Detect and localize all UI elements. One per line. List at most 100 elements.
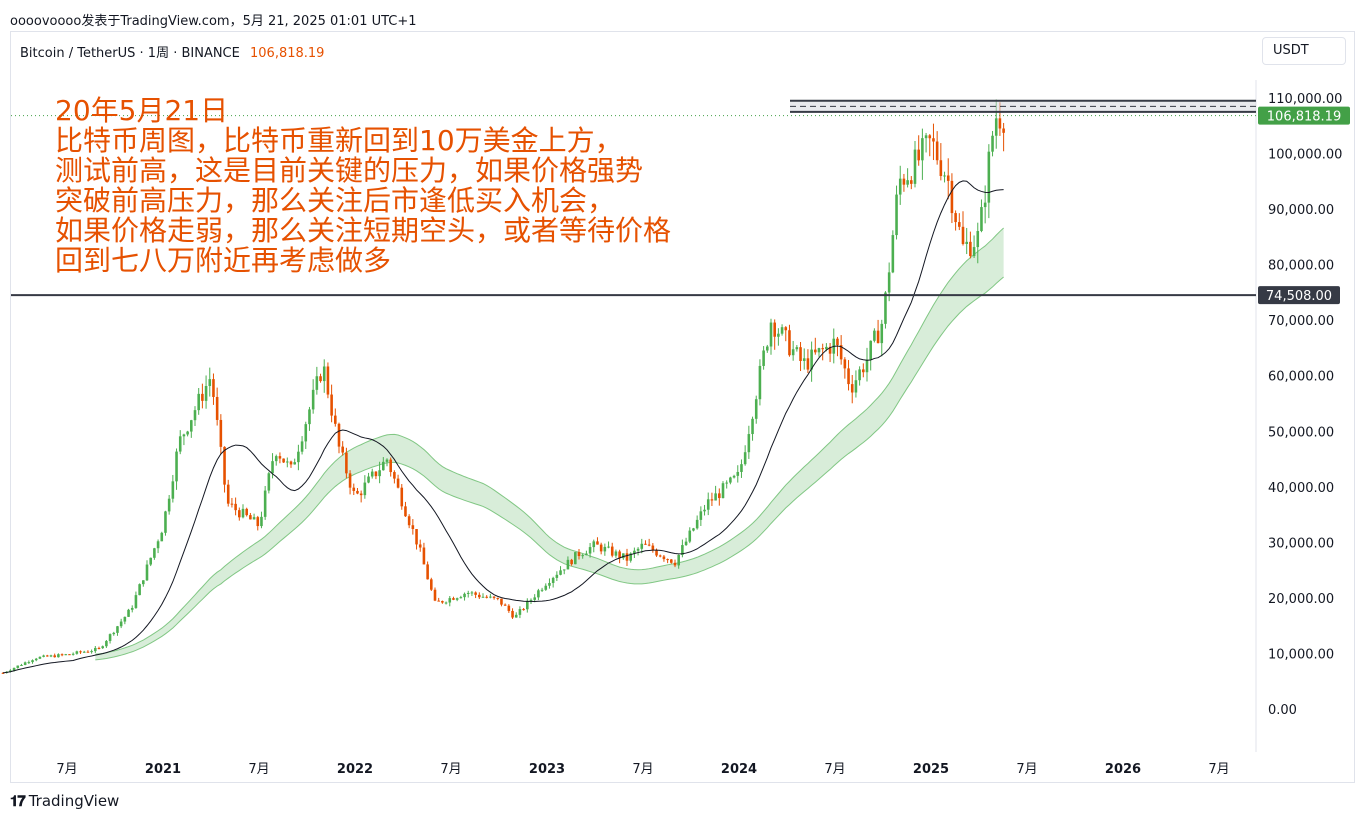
candle-body	[983, 202, 987, 208]
candle-body	[503, 604, 507, 606]
candle-body	[426, 564, 429, 580]
candle-body	[201, 393, 204, 401]
candle-body	[101, 646, 104, 649]
y-tick-label: 10,000.00	[1268, 647, 1334, 662]
candle-body	[396, 478, 400, 488]
candle-body	[618, 551, 621, 559]
candle-body	[46, 655, 49, 657]
candle-body	[718, 493, 721, 499]
candle-body	[1, 672, 5, 674]
candle-body	[614, 551, 618, 556]
candle-body	[452, 598, 455, 600]
candle-body	[910, 180, 913, 184]
candle-body	[418, 544, 422, 548]
candle-body	[274, 456, 278, 462]
candle-body	[647, 544, 651, 546]
x-tick-label: 7月	[56, 762, 77, 777]
candle-body	[762, 350, 765, 366]
candle-body	[86, 651, 90, 653]
candle-body	[337, 423, 341, 447]
candle-body	[271, 461, 274, 474]
candle-body	[828, 346, 832, 354]
y-tick-label: 110,000.00	[1268, 92, 1342, 107]
annotation-line: 20年5月21日	[55, 94, 229, 127]
candle-body	[969, 241, 972, 257]
candle-body	[799, 347, 802, 361]
candle-body	[961, 226, 965, 245]
candle-body	[958, 222, 961, 227]
candle-body	[670, 559, 673, 563]
candle-body	[773, 322, 776, 337]
candle-body	[869, 340, 872, 360]
candle-body	[186, 431, 189, 435]
candle-body	[839, 345, 843, 360]
x-tick-label: 2022	[337, 762, 373, 777]
y-tick-label: 80,000.00	[1268, 259, 1334, 274]
candle-body	[422, 547, 426, 565]
candle-body	[673, 562, 677, 566]
candle-body	[42, 655, 45, 657]
candle-body	[459, 597, 463, 599]
candle-body	[681, 545, 684, 555]
candle-body	[1002, 128, 1005, 133]
candle-body	[518, 609, 522, 615]
x-tick-label: 7月	[632, 762, 653, 777]
candle-body	[466, 592, 470, 594]
candle-body	[703, 509, 706, 512]
candle-body	[455, 598, 459, 600]
candle-body	[729, 477, 732, 483]
tradingview-logo[interactable]: 𝟏𝟕 TradingView	[10, 792, 119, 810]
annotation-line: 比特币周图，比特币重新回到10万美金上方，	[55, 124, 623, 157]
candle-body	[884, 292, 887, 324]
candle-body	[577, 552, 581, 557]
candle-body	[441, 601, 444, 603]
candle-body	[574, 552, 577, 565]
candle-body	[330, 394, 333, 416]
candle-body	[588, 547, 592, 554]
candle-body	[219, 419, 223, 447]
candle-body	[230, 503, 234, 505]
candle-body	[684, 541, 688, 546]
candle-body	[57, 654, 60, 658]
candle-body	[658, 555, 662, 557]
x-tick-label: 2021	[145, 762, 181, 777]
candle-body	[603, 546, 607, 552]
candle-body	[622, 553, 625, 559]
candle-body	[322, 366, 326, 382]
candle-body	[699, 511, 703, 520]
candle-body	[437, 600, 440, 602]
candle-body	[939, 160, 943, 177]
candle-body	[810, 349, 813, 370]
candle-body	[31, 660, 34, 663]
candle-body	[282, 458, 285, 463]
candle-body	[548, 582, 551, 586]
candle-body	[943, 175, 946, 177]
candle-body	[655, 550, 658, 556]
candle-body	[710, 499, 714, 501]
candle-body	[850, 384, 854, 393]
candle-body	[924, 135, 928, 139]
candle-body	[489, 596, 492, 598]
candle-body	[633, 550, 636, 554]
candle-body	[249, 515, 252, 520]
candle-body	[599, 544, 603, 552]
candle-body	[644, 543, 647, 545]
candle-body	[20, 664, 23, 666]
candle-body	[363, 482, 367, 496]
candle-body	[481, 596, 485, 598]
candle-body	[895, 194, 898, 236]
candle-body	[806, 358, 810, 370]
candle-body	[876, 330, 880, 344]
candle-body	[825, 346, 828, 350]
candle-body	[145, 564, 149, 581]
candle-body	[791, 349, 795, 356]
currency-button[interactable]: USDT	[1262, 37, 1346, 65]
candle-body	[352, 487, 356, 491]
candle-body	[9, 670, 12, 672]
x-tick-label: 2023	[529, 762, 565, 777]
candle-body	[411, 525, 415, 530]
candle-body	[854, 380, 858, 393]
candle-body	[16, 665, 20, 668]
candle-body	[326, 366, 330, 395]
